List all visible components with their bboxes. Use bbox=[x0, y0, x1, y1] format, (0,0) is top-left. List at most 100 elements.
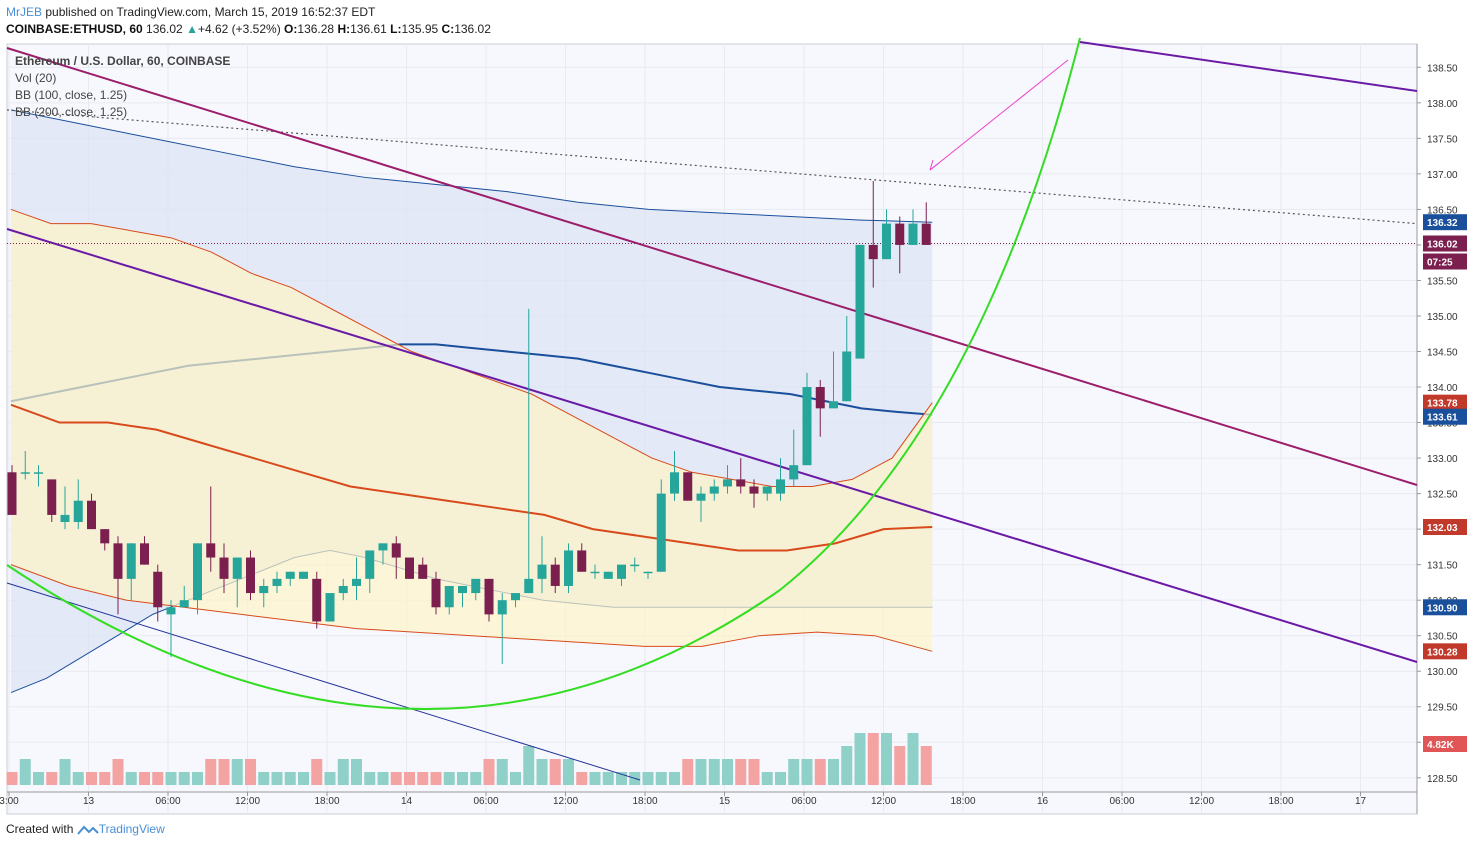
y-tick-label: 130.00 bbox=[1427, 667, 1458, 678]
symbol-label: COINBASE:ETHUSD, 60 bbox=[6, 22, 143, 36]
x-tick-label: 12:00 bbox=[553, 796, 578, 807]
candlesticks bbox=[7, 180, 931, 665]
change-value: +4.62 (+3.52%) bbox=[197, 22, 281, 36]
volume-bar bbox=[470, 772, 482, 785]
candle-body bbox=[206, 543, 216, 558]
volume-bar bbox=[245, 759, 256, 785]
volume-bar bbox=[377, 772, 389, 785]
pink-arrowhead-icon bbox=[929, 159, 940, 171]
volume-bars bbox=[6, 733, 932, 785]
y-tick-label: 133.00 bbox=[1427, 454, 1458, 465]
candle-body bbox=[683, 472, 693, 501]
y-tick-label: 136.50 bbox=[1427, 205, 1458, 216]
candle-body bbox=[484, 578, 494, 615]
candle-body bbox=[670, 472, 679, 494]
x-tick-label: 18:00 bbox=[1268, 796, 1293, 807]
candle-body bbox=[166, 607, 176, 615]
volume-bar bbox=[655, 772, 667, 785]
candle-body bbox=[34, 472, 43, 474]
candle-body bbox=[590, 571, 600, 574]
x-tick-label: 06:00 bbox=[1109, 796, 1134, 807]
volume-bar bbox=[854, 733, 866, 785]
high-value: 136.61 bbox=[350, 22, 387, 36]
author-link[interactable]: MrJEB bbox=[6, 5, 42, 19]
price-tag-label: 136.02 bbox=[1427, 240, 1458, 251]
low-value: 135.95 bbox=[401, 22, 439, 36]
volume-bar bbox=[907, 733, 919, 785]
candle-body bbox=[842, 351, 852, 402]
volume-bar bbox=[536, 759, 548, 785]
candle-body bbox=[789, 465, 799, 480]
volume-bar bbox=[125, 772, 137, 785]
volume-bar bbox=[801, 759, 813, 785]
candle-body bbox=[617, 564, 626, 579]
bb200-upper-line bbox=[10, 109, 933, 223]
bb100-basis-line bbox=[10, 403, 933, 552]
volume-bar bbox=[258, 772, 270, 785]
candle-body bbox=[550, 564, 560, 586]
time-axis[interactable]: 3:00 13 06:00 12:00 18:00 14 06:00 12:00 18:00 15… bbox=[0, 792, 1366, 807]
high-label: H: bbox=[337, 22, 351, 36]
x-tick-label: 06:00 bbox=[473, 796, 498, 807]
volume-bar bbox=[337, 759, 349, 785]
volume-bar bbox=[828, 759, 839, 785]
ohlc-line: COINBASE:ETHUSD, 60 136.02 ▲+4.62 (+3.52… bbox=[6, 21, 491, 38]
candle-body bbox=[73, 500, 83, 523]
candle-body bbox=[20, 472, 30, 474]
y-tick-label: 137.50 bbox=[1427, 134, 1458, 145]
candle-body bbox=[776, 479, 785, 494]
volume-bar bbox=[46, 772, 58, 785]
tradingview-brand-link[interactable]: TradingView bbox=[98, 822, 165, 836]
volume-bar bbox=[364, 772, 376, 785]
y-tick-label: 137.00 bbox=[1427, 170, 1458, 181]
candle-body bbox=[325, 593, 335, 622]
volume-bar bbox=[218, 759, 230, 785]
x-tick-label: 18:00 bbox=[632, 796, 657, 807]
volume-bar bbox=[284, 772, 296, 785]
price-tag-label: 130.28 bbox=[1427, 647, 1458, 658]
x-tick-label: 17 bbox=[1355, 796, 1367, 807]
volume-bar bbox=[523, 746, 535, 785]
candle-body bbox=[511, 593, 520, 601]
volume-bar bbox=[775, 772, 786, 785]
volume-bar bbox=[351, 759, 362, 785]
candle-body bbox=[299, 571, 308, 579]
bb100-lower-line bbox=[10, 564, 933, 652]
candle-body bbox=[736, 479, 746, 487]
published-text: published on TradingView.com, March 15, … bbox=[45, 5, 376, 19]
footer: Created with TradingView bbox=[6, 822, 165, 836]
volume-bar bbox=[390, 772, 402, 785]
candle-body bbox=[577, 550, 587, 572]
volume-bar bbox=[894, 746, 906, 785]
price-tag-box bbox=[1423, 214, 1467, 231]
volume-bar bbox=[6, 772, 18, 785]
volume-bar bbox=[311, 759, 323, 785]
open-label: O: bbox=[284, 22, 298, 36]
candle-body bbox=[153, 571, 163, 608]
candle-body bbox=[352, 578, 361, 586]
x-tick-label: 06:00 bbox=[155, 796, 180, 807]
volume-bar bbox=[642, 772, 654, 785]
navy-trend-line bbox=[6, 582, 641, 781]
candle-body bbox=[7, 472, 17, 515]
volume-bar bbox=[178, 772, 190, 785]
candle-body bbox=[113, 543, 123, 579]
candle-body bbox=[193, 543, 202, 601]
bb100-fill bbox=[11, 209, 933, 652]
legend-bb100: BB (100, close, 1.25) bbox=[15, 88, 127, 102]
y-tick-label: 134.00 bbox=[1427, 383, 1458, 394]
bollinger-bands bbox=[10, 109, 933, 693]
price-tag-label: 133.78 bbox=[1427, 399, 1458, 410]
tradingview-logo-icon bbox=[76, 825, 99, 835]
purple-channel-lower bbox=[6, 228, 1418, 663]
candle-body bbox=[524, 578, 534, 594]
y-tick-label: 131.50 bbox=[1427, 561, 1458, 572]
volume-bar bbox=[549, 759, 561, 785]
purple-channel-upper bbox=[1079, 41, 1418, 92]
volume-bar bbox=[152, 772, 164, 785]
dotted-resistance-line bbox=[6, 109, 1418, 225]
candle-body bbox=[696, 493, 706, 501]
candle-body bbox=[882, 223, 891, 260]
candle-body bbox=[272, 578, 282, 586]
